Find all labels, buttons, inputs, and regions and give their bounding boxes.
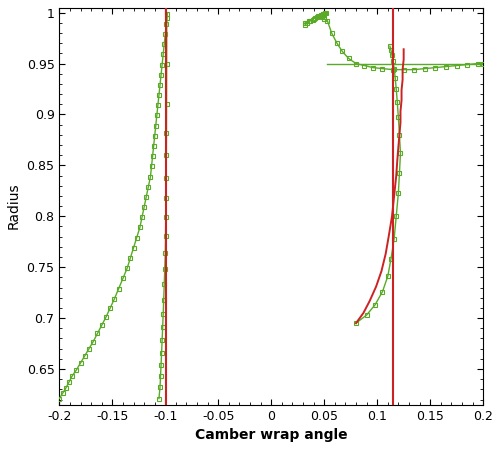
X-axis label: Camber wrap angle: Camber wrap angle — [195, 428, 348, 442]
Y-axis label: Radius: Radius — [7, 183, 21, 229]
